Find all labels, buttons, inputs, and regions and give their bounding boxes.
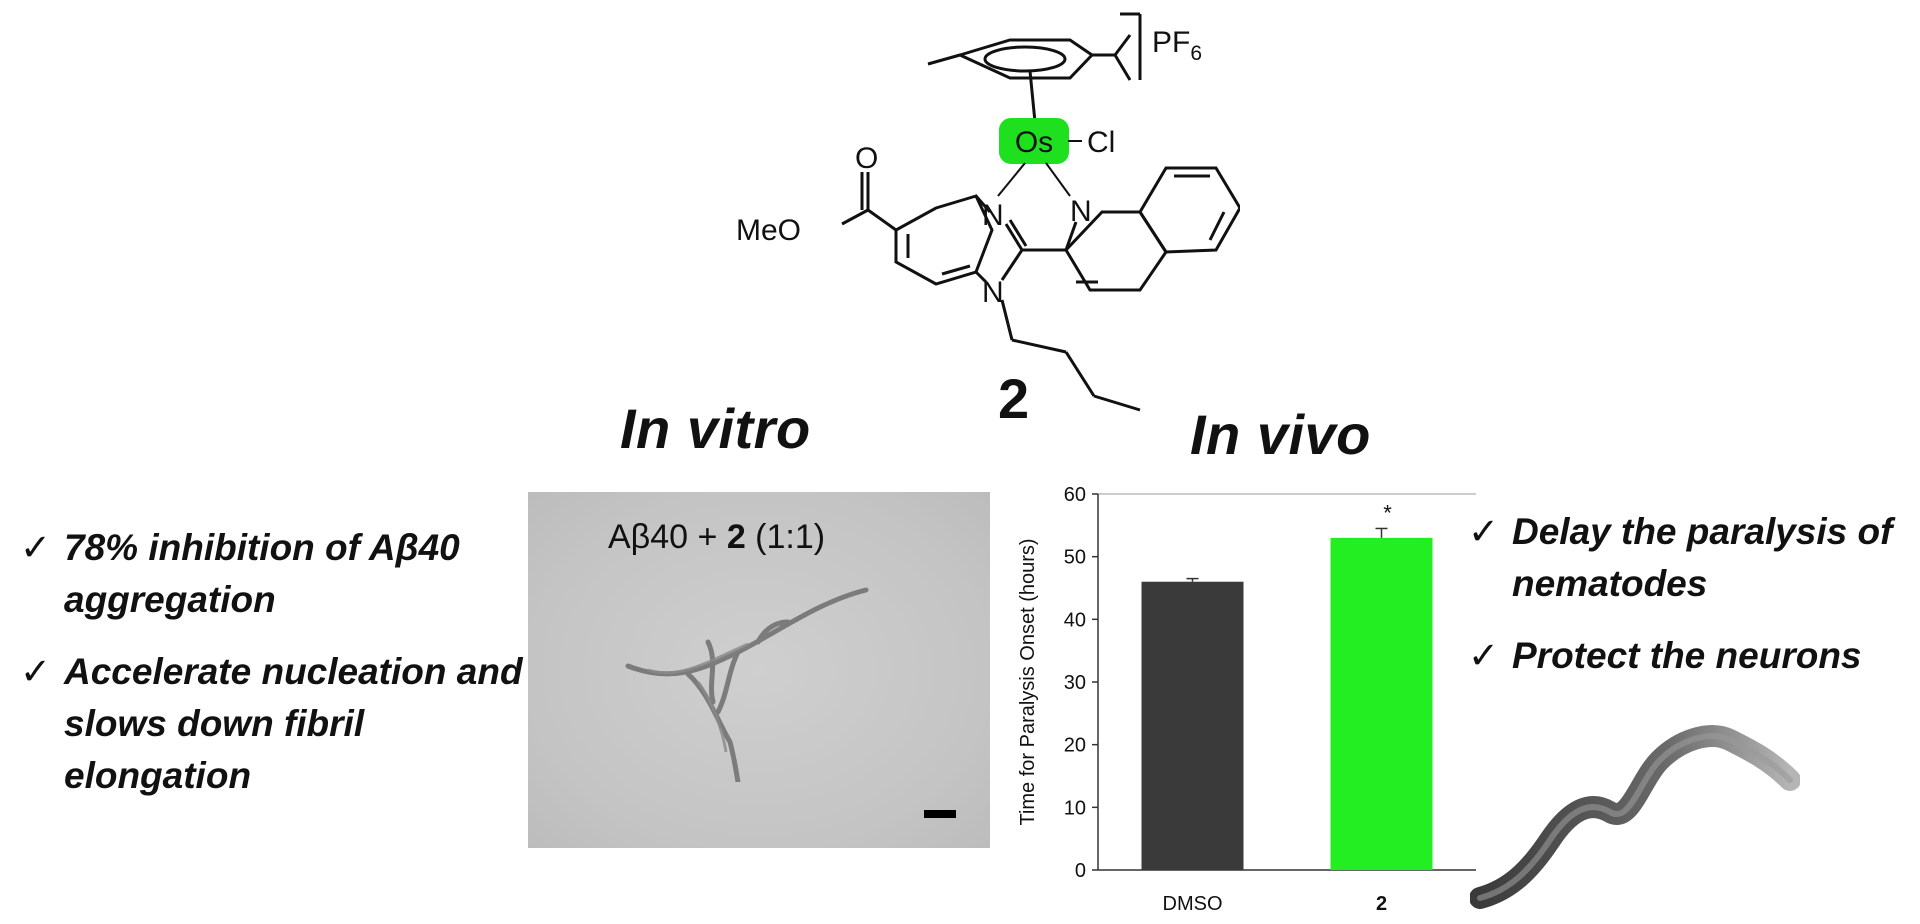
micrograph-label-prefix: Aβ40 + — [608, 518, 727, 556]
carbonyl-oxygen-label: O — [855, 142, 878, 175]
in-vivo-findings: ✓ Delay the paralysis of nematodes ✓ Pro… — [1468, 506, 1918, 702]
ligand-framework — [841, 166, 1240, 412]
y-tick-label: 40 — [1064, 609, 1086, 631]
counterion-label: PF6 — [1152, 26, 1202, 65]
imidazole-n-top-label: N — [982, 199, 1004, 232]
micrograph-label: Aβ40 + 2 (1:1) — [608, 518, 825, 557]
list-item: ✓ 78% inhibition of Aβ40 aggregation — [20, 522, 530, 626]
tem-micrograph: Aβ40 + 2 (1:1) — [528, 492, 990, 848]
x-tick-label: DMSO — [1163, 893, 1223, 915]
nematode-image — [1470, 725, 1800, 909]
x-tick-label: 2 — [1376, 893, 1387, 915]
finding-text: Accelerate nucleation and slows down fib… — [64, 651, 523, 796]
counterion-text: PF — [1152, 26, 1190, 59]
y-tick-label: 30 — [1064, 672, 1086, 694]
paralysis-onset-bar-chart: 0 10 20 30 40 50 60 Time for Paralysis Onset (h… — [1017, 484, 1476, 915]
bar — [1330, 537, 1433, 870]
quinoline-n-label: N — [1070, 195, 1092, 228]
finding-text: Delay the paralysis of nematodes — [1512, 511, 1893, 604]
micrograph-label-suffix: (1:1) — [745, 518, 826, 556]
finding-text: Protect the neurons — [1512, 635, 1862, 676]
osmium-complex-structure: PF6 Os Cl — [736, 12, 1240, 430]
chloride-label: Cl — [1087, 126, 1115, 159]
y-tick-label: 50 — [1064, 547, 1086, 569]
ester-methoxy-label: MeO — [736, 214, 801, 247]
checkmark-icon: ✓ — [20, 651, 52, 692]
finding-text: 78% inhibition of Aβ40 aggregation — [64, 527, 460, 620]
bar — [1141, 581, 1244, 870]
y-tick-label: 20 — [1064, 735, 1086, 757]
checkmark-icon: ✓ — [20, 527, 52, 568]
micrograph-label-compound: 2 — [726, 518, 746, 556]
coordination-bonds — [997, 162, 1071, 197]
compound-number: 2 — [998, 367, 1029, 430]
in-vitro-findings: ✓ 78% inhibition of Aβ40 aggregation ✓ A… — [20, 522, 530, 822]
y-tick-label: 60 — [1064, 484, 1086, 506]
scale-bar — [924, 810, 956, 818]
fibril-aggregate — [625, 587, 869, 782]
y-axis-label: Time for Paralysis Onset (hours) — [1017, 538, 1039, 825]
list-item: ✓ Delay the paralysis of nematodes — [1468, 506, 1918, 610]
osmium-label: Os — [1015, 126, 1053, 159]
checkmark-icon: ✓ — [1468, 635, 1500, 676]
in-vivo-heading: In vivo — [1190, 403, 1371, 466]
y-tick-label: 0 — [1075, 860, 1086, 882]
osmium-highlight — [999, 118, 1069, 164]
significance-marker: * — [1383, 500, 1392, 525]
p-cymene-arene — [927, 12, 1142, 123]
counterion-subscript: 6 — [1190, 42, 1202, 65]
list-item: ✓ Protect the neurons — [1468, 630, 1918, 682]
checkmark-icon: ✓ — [1468, 511, 1500, 552]
y-tick-label: 10 — [1064, 797, 1086, 819]
imidazole-n-bottom-label: N — [982, 276, 1004, 309]
list-item: ✓ Accelerate nucleation and slows down f… — [20, 646, 530, 802]
in-vitro-heading: In vitro — [620, 397, 811, 460]
